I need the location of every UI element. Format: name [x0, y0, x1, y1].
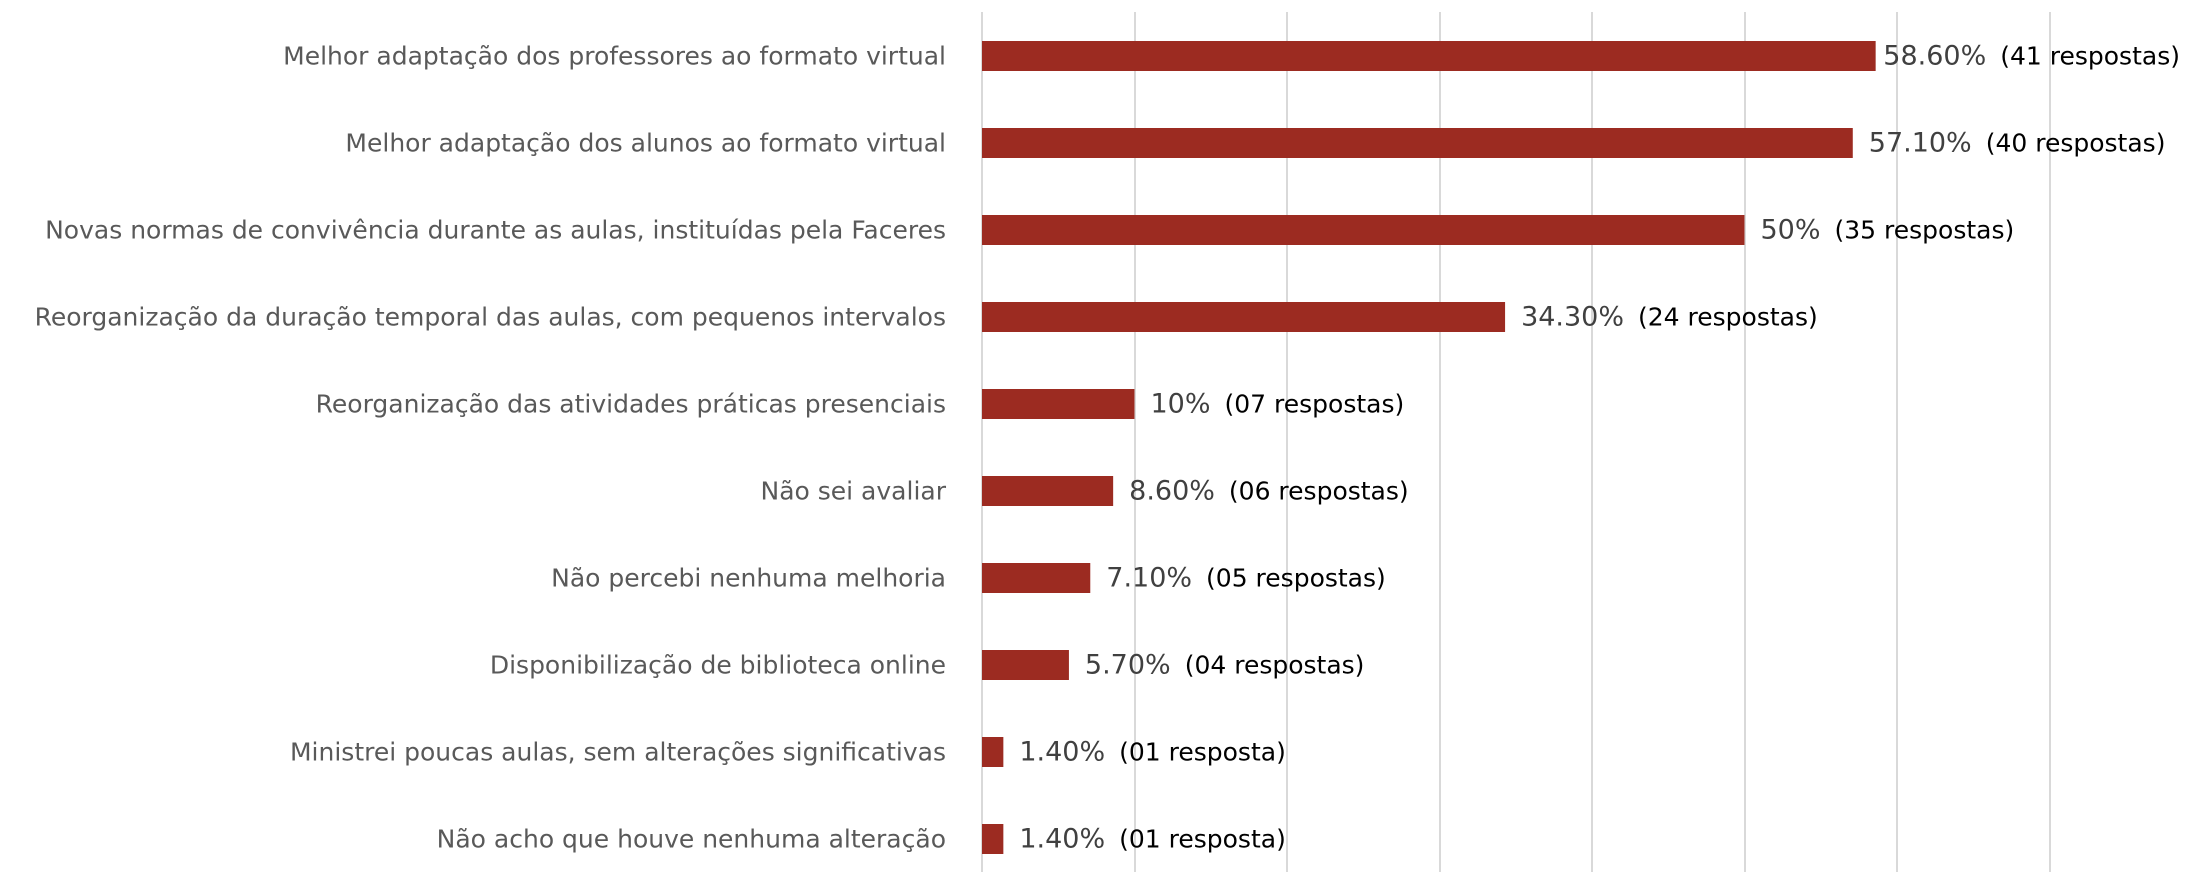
bar — [982, 128, 1853, 158]
response-count-label: (40 respostas) — [1986, 129, 2166, 158]
response-count-label: (01 resposta) — [1119, 738, 1286, 767]
bar — [982, 389, 1135, 419]
bar — [982, 563, 1091, 593]
value-label: 34.30% — [1521, 302, 1624, 333]
category-label: Reorganização da duração temporal das au… — [35, 303, 946, 332]
bar — [982, 215, 1745, 245]
response-count-label: (24 respostas) — [1638, 303, 1818, 332]
bar — [982, 476, 1114, 506]
value-label: 50% — [1761, 215, 1821, 246]
value-label: 58.60% — [1883, 41, 1986, 72]
category-label: Disponibilização de biblioteca online — [490, 651, 946, 680]
value-label: 57.10% — [1869, 128, 1972, 159]
category-label: Não acho que houve nenhuma alteração — [437, 825, 946, 854]
value-label: 8.60% — [1129, 476, 1215, 507]
category-label: Reorganização das atividades práticas pr… — [316, 390, 946, 419]
category-label: Não sei avaliar — [761, 477, 947, 506]
value-label: 1.40% — [1019, 824, 1105, 855]
bars — [982, 41, 1876, 854]
value-label: 7.10% — [1106, 563, 1192, 594]
bar — [982, 824, 1004, 854]
response-count-label: (05 respostas) — [1206, 564, 1386, 593]
response-count-label: (07 respostas) — [1225, 390, 1405, 419]
category-label: Ministrei poucas aulas, sem alterações s… — [290, 738, 946, 767]
value-label: 5.70% — [1085, 650, 1171, 681]
category-label: Melhor adaptação dos alunos ao formato v… — [345, 129, 946, 158]
response-count-label: (01 resposta) — [1119, 825, 1286, 854]
value-label: 10% — [1151, 389, 1211, 420]
bar — [982, 650, 1069, 680]
response-count-label: (06 respostas) — [1229, 477, 1409, 506]
value-label: 1.40% — [1019, 737, 1105, 768]
response-count-label: (41 respostas) — [2000, 42, 2180, 71]
labels: Melhor adaptação dos professores ao form… — [35, 41, 2180, 855]
bar — [982, 302, 1506, 332]
bar — [982, 41, 1876, 71]
category-label: Novas normas de convivência durante as a… — [45, 216, 946, 245]
response-count-label: (04 respostas) — [1185, 651, 1365, 680]
category-label: Não percebi nenhuma melhoria — [551, 564, 946, 593]
bar — [982, 737, 1004, 767]
response-count-label: (35 respostas) — [1835, 216, 2015, 245]
category-label: Melhor adaptação dos professores ao form… — [283, 42, 946, 71]
